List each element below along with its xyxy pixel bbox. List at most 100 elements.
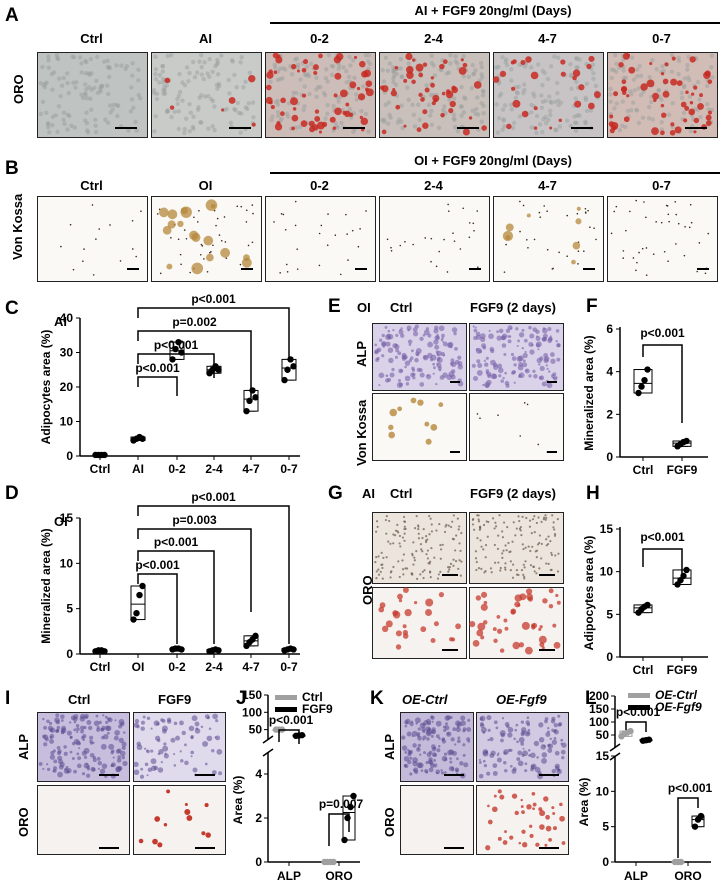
image-b-0-7 — [607, 196, 718, 282]
alp-mark — [56, 729, 60, 732]
alp-mark — [427, 352, 433, 359]
mineral-spot — [180, 263, 182, 266]
alp-mark — [194, 721, 200, 727]
alp-mark — [487, 738, 490, 742]
lipid-droplet — [440, 112, 445, 118]
alp-mark — [442, 340, 445, 343]
mineral-spot — [613, 210, 616, 213]
lipid-droplet — [587, 102, 595, 110]
lipid-droplet — [448, 108, 454, 114]
x-tick-label: 4-7 — [242, 660, 260, 674]
cell-mark — [549, 568, 552, 572]
cell-mark — [406, 61, 411, 66]
mineral-spot — [91, 204, 94, 206]
cell-mark — [85, 130, 91, 135]
alp-mark — [398, 368, 404, 374]
mineral-spot — [245, 209, 248, 212]
alp-mark — [515, 723, 519, 727]
alp-mark — [403, 756, 410, 762]
y-tick-label: 5 — [602, 820, 609, 834]
lipid-droplet — [506, 123, 512, 130]
mineral-nodule — [167, 209, 178, 220]
cell-mark — [506, 526, 509, 529]
cell-mark — [276, 113, 281, 118]
lipid-droplet — [434, 98, 438, 103]
mineral-spot — [438, 250, 441, 253]
alp-mark — [163, 742, 167, 746]
alp-mark — [549, 737, 553, 741]
lipid-droplet — [539, 810, 546, 817]
mineral-spot — [206, 270, 209, 273]
alp-mark — [211, 748, 215, 753]
alp-mark — [547, 743, 554, 749]
cell-mark — [501, 536, 505, 539]
mineral-spot — [327, 213, 329, 215]
mineral-spot — [538, 211, 541, 214]
alp-mark — [437, 366, 442, 371]
lipid-droplet — [441, 91, 446, 96]
cell-mark — [46, 125, 51, 130]
significance-bracket — [642, 548, 683, 575]
alp-mark — [517, 750, 523, 756]
alp-mark — [517, 760, 524, 767]
lipid-droplet — [497, 789, 502, 794]
cell-mark — [524, 560, 527, 563]
p-value-label: p<0.001 — [269, 713, 314, 727]
lipid-droplet — [301, 67, 307, 73]
cell-mark — [160, 69, 166, 74]
significance-bracket — [677, 797, 699, 858]
lipid-droplet — [318, 130, 323, 134]
cell-mark — [115, 113, 120, 119]
alp-mark — [489, 736, 494, 742]
alp-mark — [534, 766, 541, 773]
cell-mark — [419, 543, 423, 546]
mineral-spot — [345, 213, 347, 216]
alp-mark — [60, 719, 64, 722]
lipid-droplet — [425, 609, 432, 616]
x-tick-label: Ctrl — [633, 463, 654, 477]
alp-mark — [496, 757, 502, 763]
cell-mark — [574, 65, 579, 70]
lipid-droplet — [661, 112, 667, 118]
cell-mark — [82, 91, 88, 96]
alp-mark — [532, 327, 538, 333]
lipid-droplet — [291, 63, 297, 70]
alp-mark — [391, 367, 395, 372]
mineral-spot — [546, 248, 549, 251]
cell-mark — [480, 93, 486, 98]
cell-mark — [429, 576, 432, 579]
cell-mark — [458, 559, 461, 562]
cell-mark — [175, 96, 180, 102]
cell-mark — [532, 565, 535, 568]
cell-mark — [79, 61, 84, 66]
lipid-droplet — [480, 635, 485, 640]
cell-mark — [543, 516, 546, 519]
lipid-droplet — [395, 630, 402, 637]
cell-mark — [540, 542, 543, 546]
alp-mark — [528, 753, 532, 757]
cell-mark — [539, 105, 545, 111]
cell-mark — [524, 546, 527, 549]
alp-mark — [511, 356, 517, 361]
lipid-droplet — [291, 114, 299, 122]
lipid-droplet — [138, 838, 144, 844]
mineral-spot — [60, 245, 62, 248]
lipid-droplet — [336, 52, 344, 61]
alp-mark — [479, 715, 486, 722]
alp-mark — [556, 357, 561, 362]
alp-mark — [214, 736, 217, 739]
cell-mark — [552, 54, 557, 59]
y-tick-label: 30 — [60, 346, 74, 360]
alp-mark — [83, 755, 88, 759]
cell-mark — [447, 97, 452, 102]
data-point — [644, 366, 651, 373]
mineral-nodule — [572, 241, 581, 250]
alp-mark — [554, 750, 560, 756]
alp-mark — [528, 374, 532, 378]
cell-mark — [214, 62, 220, 67]
data-point — [330, 858, 337, 866]
cell-mark — [449, 562, 453, 566]
lipid-droplet — [381, 625, 389, 633]
g-col-fgf9: FGF9 (2 days) — [470, 486, 556, 501]
